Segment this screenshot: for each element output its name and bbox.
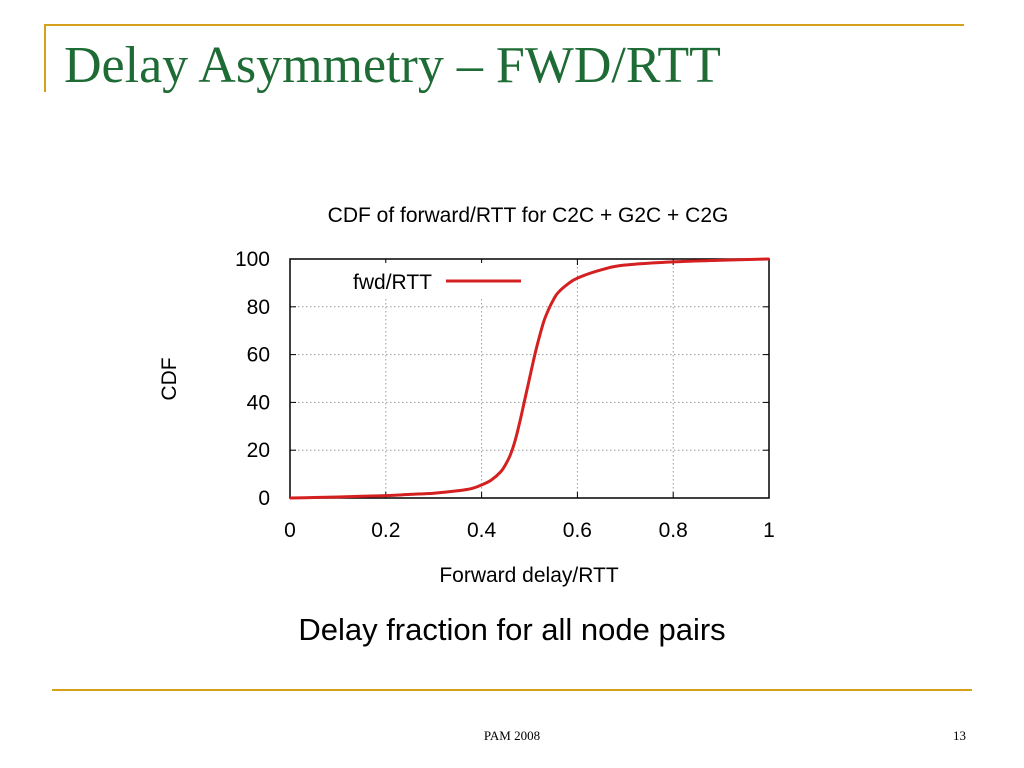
y-tick-label: 60 bbox=[247, 344, 270, 367]
series-line-fwd-rtt bbox=[289, 257, 770, 500]
x-tick-label: 0.6 bbox=[563, 519, 592, 542]
cdf-chart: CDF of forward/RTT for C2C + G2C + C2G 0… bbox=[158, 204, 775, 587]
x-tick-label: 0 bbox=[284, 519, 296, 542]
title-frame-left-rule bbox=[44, 24, 46, 92]
chart-ticks: 0 0.2 0.4 0.6 0.8 1 0 20 40 60 80 100 bbox=[235, 248, 775, 542]
y-tick-label: 0 bbox=[258, 487, 270, 510]
y-axis-label: CDF bbox=[158, 357, 181, 400]
x-tick-label: 0.2 bbox=[371, 519, 400, 542]
plot-frame bbox=[289, 258, 770, 499]
x-tick-label: 0.8 bbox=[659, 519, 688, 542]
y-tick-label: 100 bbox=[235, 248, 270, 271]
chart-caption: Delay fraction for all node pairs bbox=[298, 612, 726, 647]
x-axis-label: Forward delay/RTT bbox=[439, 564, 619, 587]
footer-text: PAM 2008 bbox=[483, 728, 541, 743]
y-tick-label: 80 bbox=[247, 296, 270, 319]
y-tick-label: 20 bbox=[247, 439, 270, 462]
chart-legend: fwd/RTT bbox=[300, 263, 532, 299]
x-tick-label: 1 bbox=[763, 519, 775, 542]
legend-label: fwd/RTT bbox=[353, 271, 432, 294]
series-layer bbox=[289, 257, 770, 500]
title-frame-top-rule bbox=[44, 24, 964, 26]
footer-rule bbox=[52, 689, 972, 691]
slide-title: Delay Asymmetry – FWD/RTT bbox=[64, 37, 721, 94]
y-tick-label: 40 bbox=[247, 391, 270, 414]
page-number: 13 bbox=[953, 728, 966, 743]
x-tick-label: 0.4 bbox=[467, 519, 497, 542]
chart-title: CDF of forward/RTT for C2C + G2C + C2G bbox=[328, 204, 729, 227]
